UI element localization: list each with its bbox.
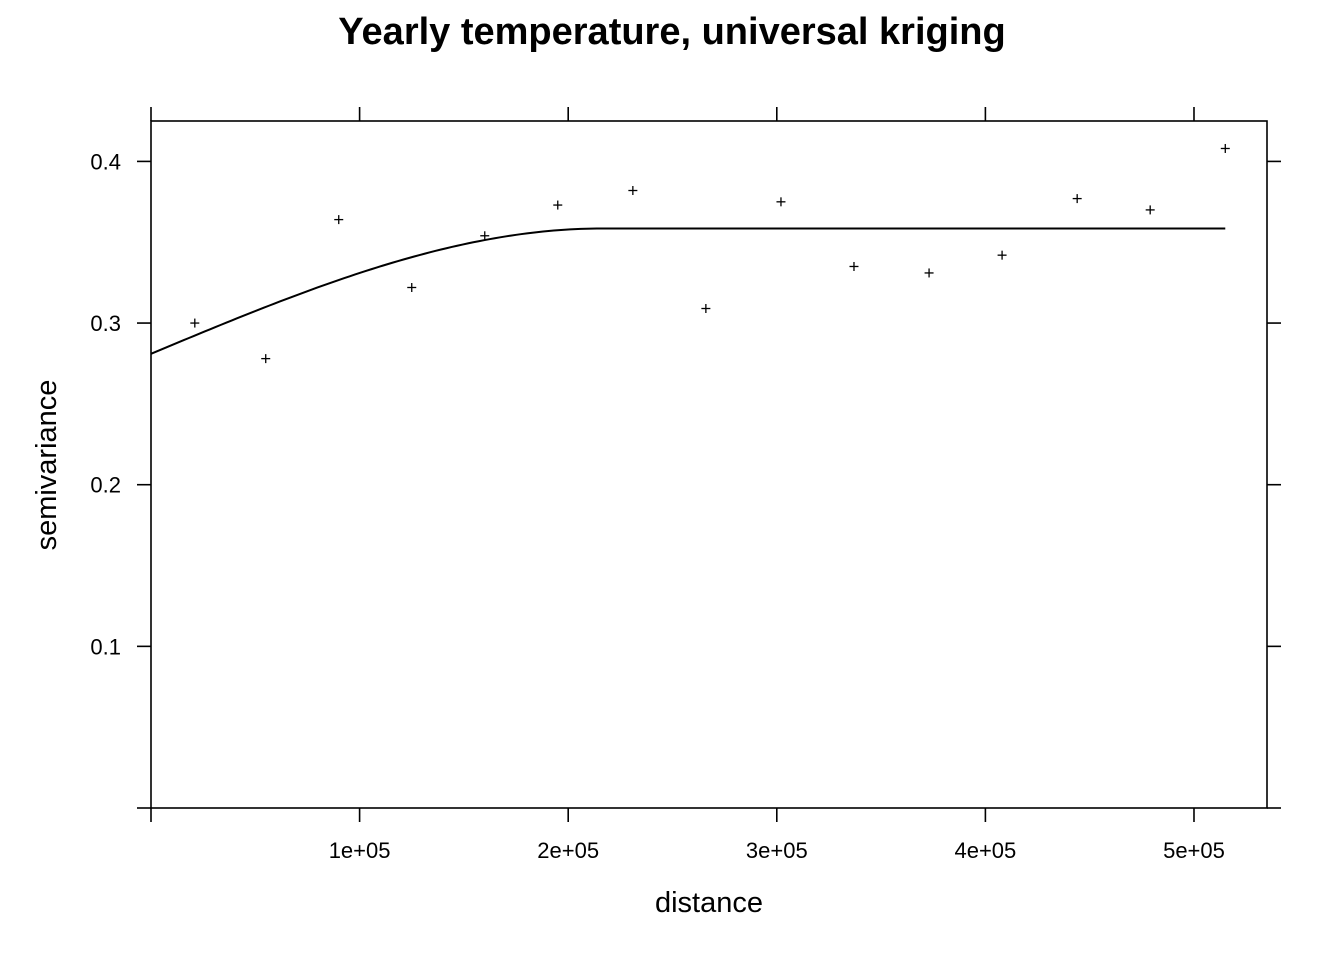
- data-point: [553, 200, 563, 210]
- data-point: [924, 268, 934, 278]
- fitted-variogram-curve: [150, 227, 1226, 355]
- data-point: [849, 261, 859, 271]
- x-axis: 1e+05 2e+05 3e+05 4e+05 5e+05: [150, 107, 1225, 863]
- y-tick-label: 0.2: [90, 473, 121, 498]
- chart-title: Yearly temperature, universal kriging: [338, 11, 1005, 53]
- data-point: [1072, 194, 1082, 204]
- y-tick-label: 0.3: [90, 311, 121, 336]
- data-point: [1145, 205, 1155, 215]
- data-point: [334, 215, 344, 225]
- data-point: [407, 282, 417, 292]
- x-tick-label: 1e+05: [329, 838, 391, 863]
- plot-frame: [150, 120, 1268, 809]
- data-point: [628, 186, 638, 196]
- x-tick-label: 3e+05: [746, 838, 808, 863]
- data-point: [701, 304, 711, 314]
- data-point: [190, 318, 200, 328]
- y-axis: 0.1 0.2 0.3 0.4: [90, 149, 1281, 809]
- data-point: [1220, 143, 1230, 153]
- data-point: [776, 197, 786, 207]
- data-point: [480, 231, 490, 241]
- sample-variogram-points: [190, 143, 1230, 364]
- y-tick-label: 0.4: [90, 149, 121, 174]
- x-tick-label: 5e+05: [1163, 838, 1225, 863]
- data-point: [997, 250, 1007, 260]
- x-axis-label: distance: [655, 887, 763, 919]
- x-tick-label: 2e+05: [537, 838, 599, 863]
- x-tick-label: 4e+05: [954, 838, 1016, 863]
- y-axis-label: semivariance: [31, 380, 63, 551]
- data-point: [261, 354, 271, 364]
- y-tick-label: 0.1: [90, 634, 121, 659]
